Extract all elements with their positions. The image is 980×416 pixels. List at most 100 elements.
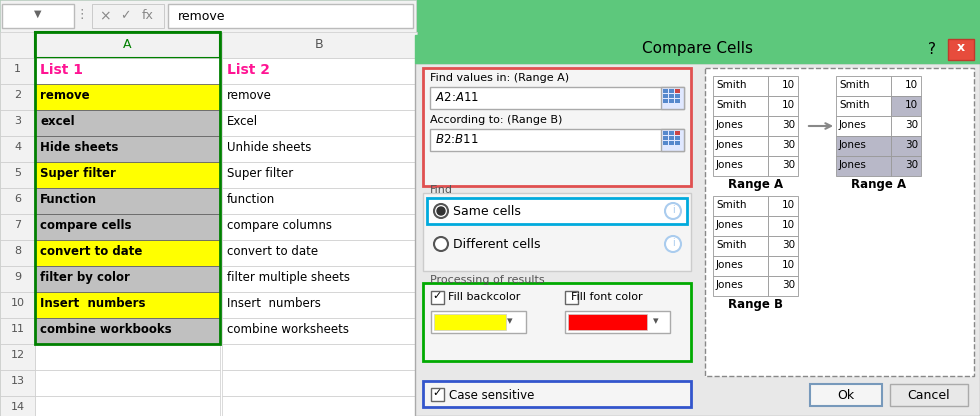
Bar [415, 35, 980, 63]
Text: Jones: Jones [716, 280, 744, 290]
Text: 13: 13 [11, 376, 24, 386]
Bar [768, 216, 798, 236]
Bar [568, 314, 647, 330]
Text: filter multiple sheets: filter multiple sheets [227, 271, 350, 284]
Bar [0, 58, 35, 84]
Bar [222, 396, 417, 416]
Text: Range A: Range A [728, 178, 783, 191]
Bar [35, 396, 220, 416]
Text: ⋮: ⋮ [75, 8, 88, 21]
Text: remove: remove [178, 10, 225, 23]
Bar [836, 96, 891, 116]
Bar [222, 370, 417, 396]
Bar [35, 188, 220, 214]
Bar [35, 240, 220, 266]
Text: Function: Function [40, 193, 97, 206]
Bar [669, 94, 674, 98]
Bar [669, 99, 674, 103]
Text: Jones: Jones [839, 120, 867, 130]
Text: i: i [671, 205, 674, 215]
Text: Range B: Range B [728, 298, 783, 311]
Text: x: x [956, 41, 965, 54]
Text: 30: 30 [905, 160, 918, 170]
Bar [35, 214, 220, 240]
Bar [222, 162, 417, 188]
Bar [891, 156, 921, 176]
Bar [713, 236, 768, 256]
Bar [713, 96, 768, 116]
Text: Jones: Jones [716, 120, 744, 130]
Text: 10: 10 [782, 100, 795, 110]
Bar [663, 136, 668, 140]
Bar [222, 266, 417, 292]
Text: 30: 30 [782, 140, 795, 150]
Text: $A$2:$A$11: $A$2:$A$11 [435, 91, 479, 104]
Text: According to: (Range B): According to: (Range B) [430, 115, 563, 125]
Bar [768, 116, 798, 136]
Text: ▾: ▾ [508, 316, 513, 326]
Circle shape [434, 204, 448, 218]
Text: compare columns: compare columns [227, 219, 332, 232]
Bar [222, 292, 417, 318]
Text: Case sensitive: Case sensitive [449, 389, 534, 402]
Bar [713, 116, 768, 136]
Bar [836, 136, 891, 156]
Text: i: i [671, 238, 674, 248]
Bar [35, 344, 220, 370]
Bar [0, 292, 35, 318]
Text: combine worksheets: combine worksheets [227, 323, 349, 336]
Text: remove: remove [227, 89, 271, 102]
Bar [222, 240, 417, 266]
Bar [0, 344, 35, 370]
Text: Hide sheets: Hide sheets [40, 141, 119, 154]
Bar [675, 131, 680, 135]
Bar [810, 384, 882, 406]
Bar [891, 136, 921, 156]
Bar [222, 84, 417, 110]
Text: Cancel: Cancel [907, 389, 951, 402]
Bar [713, 196, 768, 216]
Text: convert to date: convert to date [227, 245, 318, 258]
Bar [35, 32, 220, 58]
Bar [768, 196, 798, 216]
Bar [427, 198, 687, 224]
Bar [663, 89, 668, 93]
Text: 10: 10 [782, 200, 795, 210]
Text: compare cells: compare cells [40, 219, 131, 232]
Bar [890, 384, 968, 406]
Bar [663, 131, 668, 135]
Bar [663, 94, 668, 98]
Text: A: A [123, 38, 131, 51]
Bar [669, 141, 674, 145]
Text: Insert  numbers: Insert numbers [227, 297, 320, 310]
Bar [836, 76, 891, 96]
Text: Fill font color: Fill font color [571, 292, 643, 302]
Bar [713, 256, 768, 276]
Bar [415, 63, 980, 416]
Circle shape [665, 203, 681, 219]
Bar [768, 136, 798, 156]
Bar [0, 370, 35, 396]
Bar [669, 89, 674, 93]
Bar [222, 58, 417, 84]
Bar [222, 344, 417, 370]
Text: 10: 10 [905, 100, 918, 110]
Text: combine workbooks: combine workbooks [40, 323, 172, 336]
Bar [423, 193, 691, 271]
Text: 30: 30 [905, 120, 918, 130]
Bar [430, 87, 684, 109]
Bar [669, 136, 674, 140]
Text: 6: 6 [14, 194, 21, 204]
Text: 10: 10 [782, 220, 795, 230]
Text: function: function [227, 193, 275, 206]
Bar [0, 240, 35, 266]
Text: 5: 5 [14, 168, 21, 178]
Text: Smith: Smith [716, 80, 747, 90]
Text: Compare Cells: Compare Cells [642, 41, 753, 56]
Text: $B$2:$B$11: $B$2:$B$11 [435, 133, 478, 146]
Bar [0, 33, 416, 416]
Text: ?: ? [928, 42, 936, 57]
Bar [675, 89, 680, 93]
Bar [0, 318, 35, 344]
Bar [2, 4, 74, 28]
